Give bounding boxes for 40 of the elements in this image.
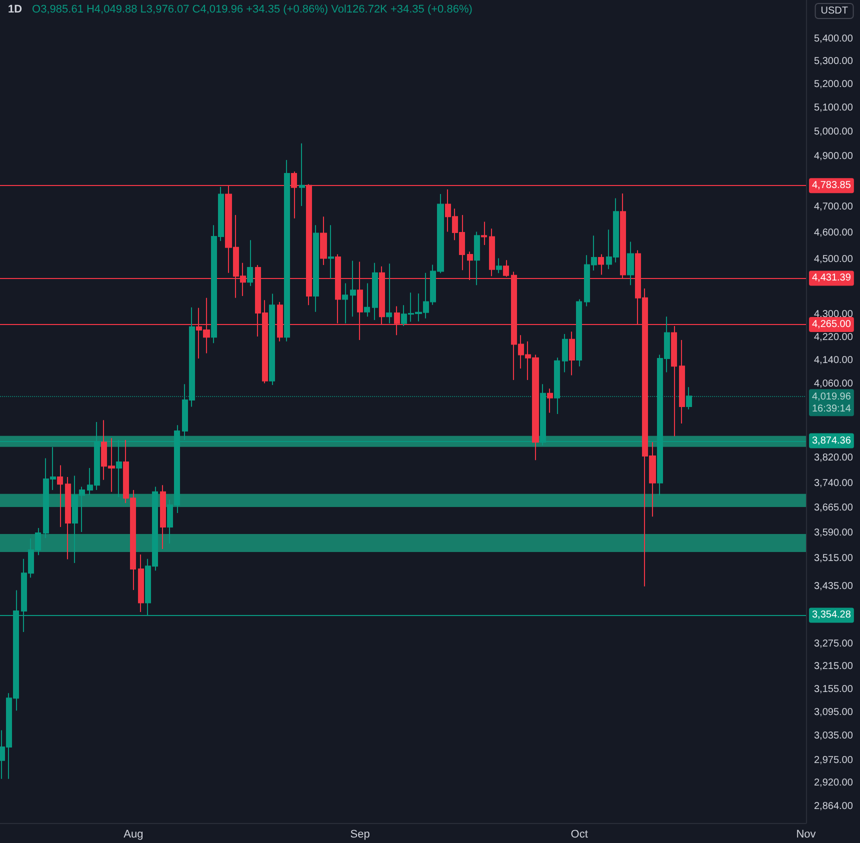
x-tick-label: Oct: [570, 828, 588, 840]
y-tick-label: 4,140.00: [814, 355, 854, 366]
ref-line-label: 4,783.85: [812, 180, 852, 192]
y-tick-label: 3,275.00: [814, 638, 854, 650]
y-tick-label: 3,215.00: [814, 661, 854, 672]
ref-line-label: 3,354.28: [812, 610, 852, 621]
y-tick-label: 2,920.00: [814, 777, 854, 788]
chart-subtitle: O3,985.61 H4,049.88 L3,976.07 C4,019.96 +34.35 (+0.86%) Vol126.72K +34.35 (+0.86%): [32, 4, 472, 16]
x-tick-label: Sep: [350, 828, 370, 840]
y-tick-label: 3,515.00: [814, 553, 854, 564]
y-tick-label: 4,600.00: [814, 228, 854, 239]
y-tick-label: 4,700.00: [814, 202, 854, 213]
y-tick-label: 3,095.00: [814, 707, 854, 718]
y-tick-label: 4,900.00: [814, 151, 854, 162]
y-tick-label: 3,155.00: [814, 684, 854, 695]
x-tick-label: Aug: [124, 828, 144, 840]
chart-title: 1D: [8, 4, 22, 16]
ref-line-label: 3,874.36: [812, 435, 852, 446]
y-tick-label: 2,975.00: [814, 754, 854, 766]
y-tick-label: 5,100.00: [814, 102, 854, 114]
y-tick-label: 5,000.00: [814, 126, 854, 138]
y-tick-label: 5,400.00: [814, 34, 854, 45]
ref-line-label: 4,265.00: [812, 319, 852, 330]
y-tick-label: 4,060.00: [814, 378, 854, 390]
y-tick-label: 3,820.00: [814, 452, 854, 464]
y-tick-label: 5,300.00: [814, 56, 854, 68]
y-tick-label: 3,665.00: [814, 502, 854, 514]
y-tick-label: 5,200.00: [814, 79, 854, 90]
y-axis-title: USDT: [820, 6, 848, 16]
y-tick-label: 4,220.00: [814, 332, 854, 343]
ref-line-label: 4,019.96 16:39:14: [812, 392, 852, 415]
y-tick-label: 3,590.00: [814, 528, 854, 539]
y-tick-label: 2,864.00: [814, 800, 854, 812]
y-tick-label: 3,740.00: [814, 478, 854, 489]
y-tick-label: 4,500.00: [814, 254, 854, 266]
y-tick-label: 3,035.00: [814, 730, 854, 742]
x-tick-label: Nov: [796, 828, 816, 840]
y-tick-label: 3,435.00: [814, 580, 854, 592]
ref-line-label: 4,431.39: [812, 272, 852, 284]
y-tick-label: 4,300.00: [814, 309, 854, 320]
